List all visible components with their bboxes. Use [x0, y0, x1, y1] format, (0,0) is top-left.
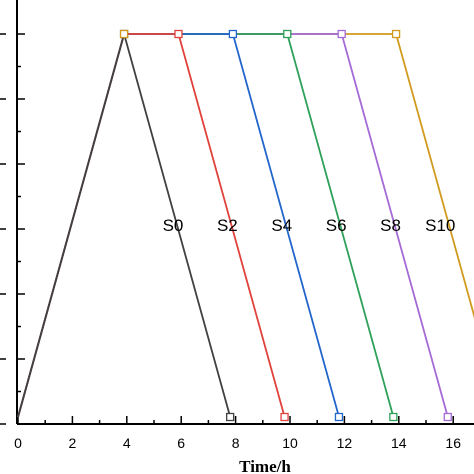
- x-tick-label: 6: [177, 435, 185, 451]
- series-marker-s2: [174, 29, 183, 39]
- series-marker-s0: [226, 412, 235, 422]
- series-label-s8: S8: [380, 216, 401, 235]
- series-marker-s4: [228, 29, 238, 39]
- x-tick-label: 14: [391, 435, 407, 451]
- series-line-s10: [17, 33, 474, 418]
- series-marker-s2: [280, 412, 289, 422]
- x-axis-label: Time/h: [239, 457, 291, 474]
- x-tick-label: 8: [232, 435, 240, 451]
- series-line-s0: [17, 33, 232, 418]
- x-tick-label: 12: [337, 435, 353, 451]
- series-marker-s10: [391, 29, 401, 39]
- series-line-s2: [17, 33, 286, 418]
- x-tick-labels: 0 2 4 6 8 10 12 14 16: [14, 435, 461, 451]
- series-marker-s8: [443, 412, 452, 422]
- series-label-s4: S4: [271, 216, 292, 235]
- series-marker-s8: [337, 29, 346, 39]
- series-label-s6: S6: [326, 216, 347, 235]
- series-marker-s6: [283, 29, 292, 39]
- series-marker-s4: [334, 412, 344, 422]
- series-markers: [119, 29, 452, 422]
- apex-marker: [119, 29, 129, 39]
- series-marker-s6: [389, 412, 398, 422]
- x-tick-label: 10: [282, 435, 298, 451]
- series-labels: S0 S2 S4 S6 S8 S10: [163, 216, 456, 235]
- series-label-s0: S0: [163, 216, 184, 235]
- x-tick-label: 16: [445, 435, 461, 451]
- series-label-s2: S2: [217, 216, 238, 235]
- series-lines: [17, 33, 474, 418]
- series-label-s10: S10: [425, 216, 455, 235]
- x-tick-label: 0: [14, 435, 22, 451]
- x-tick-label: 4: [123, 435, 131, 451]
- plot-axes: [0, 0, 474, 425]
- x-tick-label: 2: [69, 435, 77, 451]
